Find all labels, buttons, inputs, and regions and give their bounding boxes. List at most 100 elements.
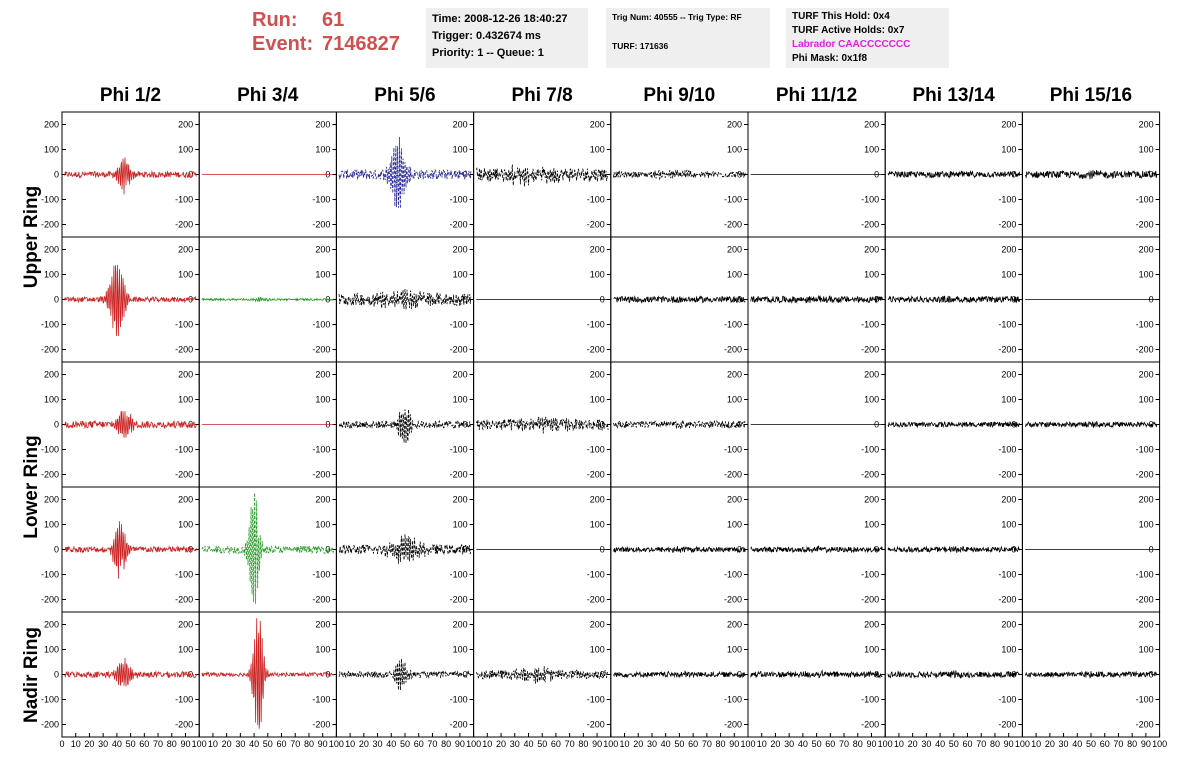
y-tick-label: -100: [450, 195, 468, 205]
y-tick-label: -100: [998, 570, 1016, 580]
y-tick-label-left: -200: [41, 595, 59, 605]
x-tick-label: 30: [921, 739, 931, 749]
y-tick-label: -200: [587, 595, 605, 605]
y-tick-label: 100: [1139, 645, 1154, 655]
y-tick-label: 100: [178, 145, 193, 155]
x-tick-label: 50: [1086, 739, 1096, 749]
y-tick-label: 100: [864, 645, 879, 655]
phi-header: Phi 5/6: [374, 85, 436, 106]
y-tick-label: 0: [188, 170, 193, 180]
y-tick-label: -100: [1136, 195, 1154, 205]
y-tick-label: -100: [861, 695, 879, 705]
y-tick-label: 200: [453, 245, 468, 255]
y-tick-label: 100: [590, 395, 605, 405]
y-tick-label: 200: [1139, 620, 1154, 630]
y-tick-label: 200: [1139, 245, 1154, 255]
x-tick-label: 70: [565, 739, 575, 749]
y-tick-label: 200: [1139, 495, 1154, 505]
y-tick-label: -100: [998, 445, 1016, 455]
waveform-trace: [1025, 169, 1158, 180]
y-tick-label: -200: [998, 720, 1016, 730]
y-tick-label: -200: [587, 345, 605, 355]
phi-mask-text: Phi Mask: 0x1f8: [792, 53, 868, 64]
x-tick-label: 10: [620, 739, 630, 749]
y-tick-label: -200: [587, 470, 605, 480]
y-tick-label-left: 100: [44, 645, 59, 655]
x-tick-label: 50: [537, 739, 547, 749]
y-tick-label: 100: [727, 395, 742, 405]
y-tick-label: -100: [1136, 695, 1154, 705]
y-tick-label: 100: [178, 270, 193, 280]
x-tick-label: 80: [716, 739, 726, 749]
x-tick-label: 30: [1059, 739, 1069, 749]
y-tick-label: -200: [312, 220, 330, 230]
y-tick-label: 200: [590, 120, 605, 130]
x-tick-label: 70: [976, 739, 986, 749]
y-tick-label: 200: [315, 495, 330, 505]
x-tick-label: 20: [222, 739, 232, 749]
y-tick-label: -200: [1136, 720, 1154, 730]
x-tick-label: 20: [84, 739, 94, 749]
waveform-trace: [1024, 420, 1158, 429]
waveform-trace: [475, 164, 609, 187]
y-tick-label: -100: [1136, 320, 1154, 330]
x-tick-label: 10: [757, 739, 767, 749]
y-tick-label: -100: [175, 570, 193, 580]
y-tick-label: 0: [737, 545, 742, 555]
x-tick-label: 20: [770, 739, 780, 749]
y-tick-label: -200: [1136, 470, 1154, 480]
y-tick-label: -100: [724, 695, 742, 705]
x-tick-label: 70: [1113, 739, 1123, 749]
y-tick-label: -200: [724, 220, 742, 230]
y-tick-label-left: 200: [44, 495, 59, 505]
y-tick-label: 200: [1001, 120, 1016, 130]
waveform-trace: [475, 666, 609, 684]
y-tick-label: 200: [453, 495, 468, 505]
x-tick-label: 40: [798, 739, 808, 749]
trigger-info-box: Trig Num: 40555 -- Trig Type: RF TURF: 1…: [606, 8, 770, 68]
y-tick-label: -200: [998, 345, 1016, 355]
y-tick-label: 100: [315, 520, 330, 530]
y-tick-label: 100: [590, 145, 605, 155]
y-tick-label: -100: [312, 445, 330, 455]
waveform-trace: [64, 411, 197, 438]
x-tick-label: 40: [523, 739, 533, 749]
waveform-trace: [64, 657, 197, 687]
waveform-trace: [1024, 670, 1158, 679]
y-tick-label: -100: [450, 320, 468, 330]
event-label: Event:: [252, 33, 314, 55]
x-tick-label: 50: [126, 739, 136, 749]
y-tick-label: -200: [450, 595, 468, 605]
x-tick-label: 60: [414, 739, 424, 749]
y-tick-label: -200: [312, 470, 330, 480]
y-tick-label: 100: [1139, 520, 1154, 530]
y-tick-label: -100: [587, 445, 605, 455]
x-tick-label: 20: [1045, 739, 1055, 749]
x-tick-label: 90: [1141, 739, 1151, 749]
y-tick-label: 200: [1001, 370, 1016, 380]
y-tick-label: 100: [453, 645, 468, 655]
panel-frame: [473, 361, 612, 488]
y-tick-label: 200: [727, 495, 742, 505]
y-tick-label: -200: [861, 720, 879, 730]
y-tick-label: -100: [175, 320, 193, 330]
y-tick-label: -200: [861, 595, 879, 605]
y-tick-label-left: 200: [44, 120, 59, 130]
run-event-box: Run: 61 Event: 7146827: [252, 8, 400, 56]
x-tick-label: 40: [1072, 739, 1082, 749]
turf-info-box: TURF This Hold: 0x4 TURF Active Holds: 0…: [786, 8, 949, 68]
y-tick-label: 100: [1001, 270, 1016, 280]
x-tick-label: 60: [963, 739, 973, 749]
x-tick-label: 20: [908, 739, 918, 749]
y-tick-label: 200: [864, 370, 879, 380]
y-tick-label: 100: [1001, 645, 1016, 655]
phi-header: Phi 15/16: [1049, 85, 1133, 106]
x-tick-label: 20: [496, 739, 506, 749]
x-tick-label: 100: [192, 739, 207, 749]
x-tick-label: 90: [1004, 739, 1014, 749]
y-tick-label: 200: [727, 370, 742, 380]
waveform-trace: [750, 545, 883, 554]
x-tick-label: 100: [740, 739, 755, 749]
y-tick-label: 100: [1139, 270, 1154, 280]
y-tick-label-left: -200: [41, 220, 59, 230]
